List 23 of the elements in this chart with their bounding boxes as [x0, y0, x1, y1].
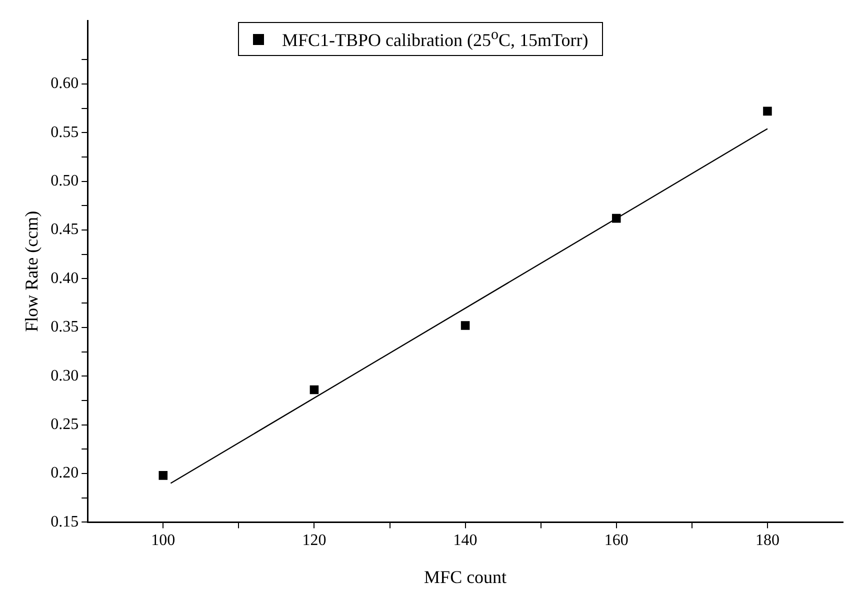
x-axis-title: MFC count — [424, 566, 507, 587]
y-tick-label: 0.20 — [50, 464, 79, 482]
y-tick-label: 0.15 — [50, 513, 79, 530]
legend-label: MFC1-TBPO calibration (25$^{o}$C, 15mTorr) — [282, 27, 588, 51]
y-tick-label: 0.25 — [50, 416, 79, 434]
point — [310, 385, 319, 394]
point — [158, 471, 168, 480]
x-tick-label: 120 — [302, 532, 326, 550]
y-tick-label: 0.60 — [50, 75, 79, 92]
x-tick-label: 180 — [755, 532, 780, 550]
x-tick-label: 100 — [151, 532, 176, 550]
y-tick-label: 0.55 — [50, 124, 79, 141]
y-tick-label: 0.45 — [50, 221, 79, 238]
x-tick-label: 140 — [453, 532, 478, 550]
y-tick-label: 0.30 — [50, 367, 79, 384]
point — [612, 214, 621, 223]
y-tick-label: 0.50 — [50, 172, 79, 190]
x-tick-label: 160 — [604, 532, 628, 550]
y-tick-label: 0.40 — [50, 270, 79, 287]
point — [460, 321, 470, 330]
y-tick-label: 0.35 — [50, 318, 79, 336]
point — [763, 106, 772, 116]
y-axis-title: Flow Rate (ccm) — [22, 210, 42, 332]
